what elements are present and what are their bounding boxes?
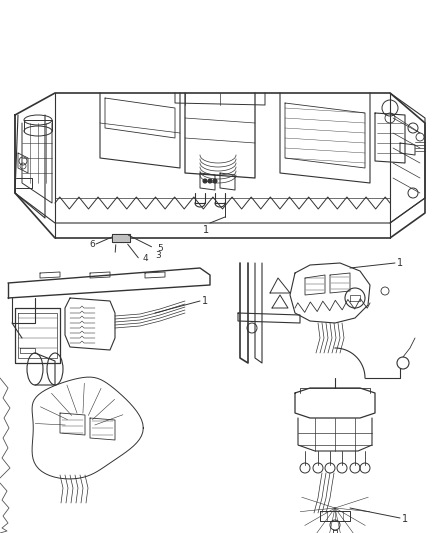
Circle shape [208, 179, 212, 183]
Text: 5: 5 [157, 244, 162, 253]
Ellipse shape [24, 115, 52, 125]
Text: 1: 1 [201, 296, 208, 306]
Ellipse shape [24, 126, 52, 136]
Circle shape [202, 179, 207, 183]
Text: 1: 1 [401, 514, 407, 524]
Text: 4: 4 [143, 254, 148, 263]
Ellipse shape [27, 353, 43, 385]
Ellipse shape [47, 353, 63, 385]
Circle shape [212, 179, 216, 183]
Text: 1: 1 [202, 225, 208, 235]
Text: 3: 3 [155, 251, 160, 260]
Text: 1: 1 [396, 258, 402, 268]
Polygon shape [112, 234, 130, 242]
Text: 6: 6 [89, 239, 95, 248]
